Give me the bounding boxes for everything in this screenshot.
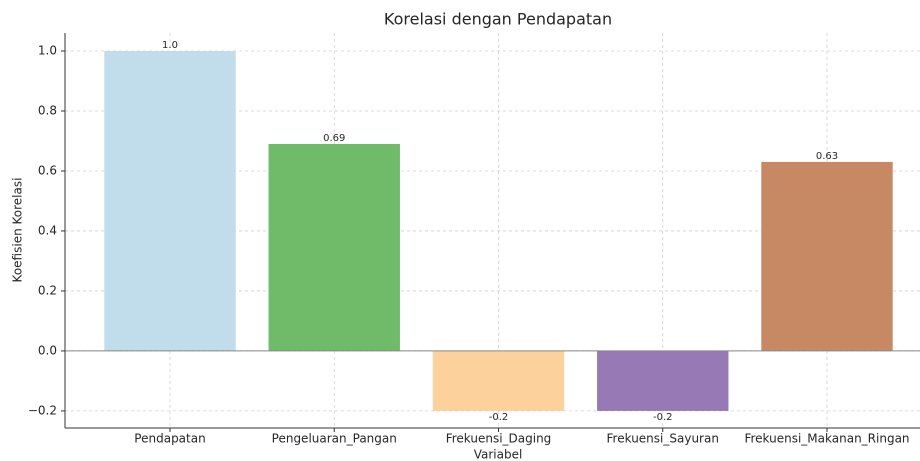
- y-tick-label: 1.0: [38, 43, 57, 57]
- bar: [597, 350, 729, 411]
- y-tick-label: 0.8: [38, 103, 57, 117]
- y-tick-label: 0.4: [38, 223, 57, 237]
- x-axis-label: Variabel: [474, 448, 523, 461]
- x-tick-label: Pendapatan: [134, 432, 205, 446]
- data-label: 0.63: [816, 151, 838, 162]
- x-tick-label: Pengeluaran_Pangan: [272, 432, 397, 446]
- y-tick-label: 0.2: [38, 283, 57, 297]
- data-label: -0.2: [653, 412, 673, 423]
- x-tick-label: Frekuensi_Makanan_Ringan: [744, 432, 909, 446]
- bar: [761, 161, 893, 351]
- data-label: -0.2: [489, 412, 509, 423]
- x-tick-label: Frekuensi_Daging: [446, 432, 552, 446]
- bar: [432, 350, 565, 411]
- data-label: 0.69: [323, 133, 345, 144]
- data-label: 1.0: [162, 40, 178, 51]
- bar: [268, 143, 400, 351]
- x-tick-label: Frekuensi_Sayuran: [607, 432, 719, 446]
- y-axis-label: Koefisien Korelasi: [11, 178, 25, 283]
- y-tick-label: −0.2: [28, 403, 57, 417]
- y-tick-label: 0.6: [38, 163, 57, 177]
- chart-title: Korelasi dengan Pendapatan: [384, 10, 612, 29]
- y-tick-label: 0.0: [38, 343, 57, 357]
- bar: [104, 50, 236, 351]
